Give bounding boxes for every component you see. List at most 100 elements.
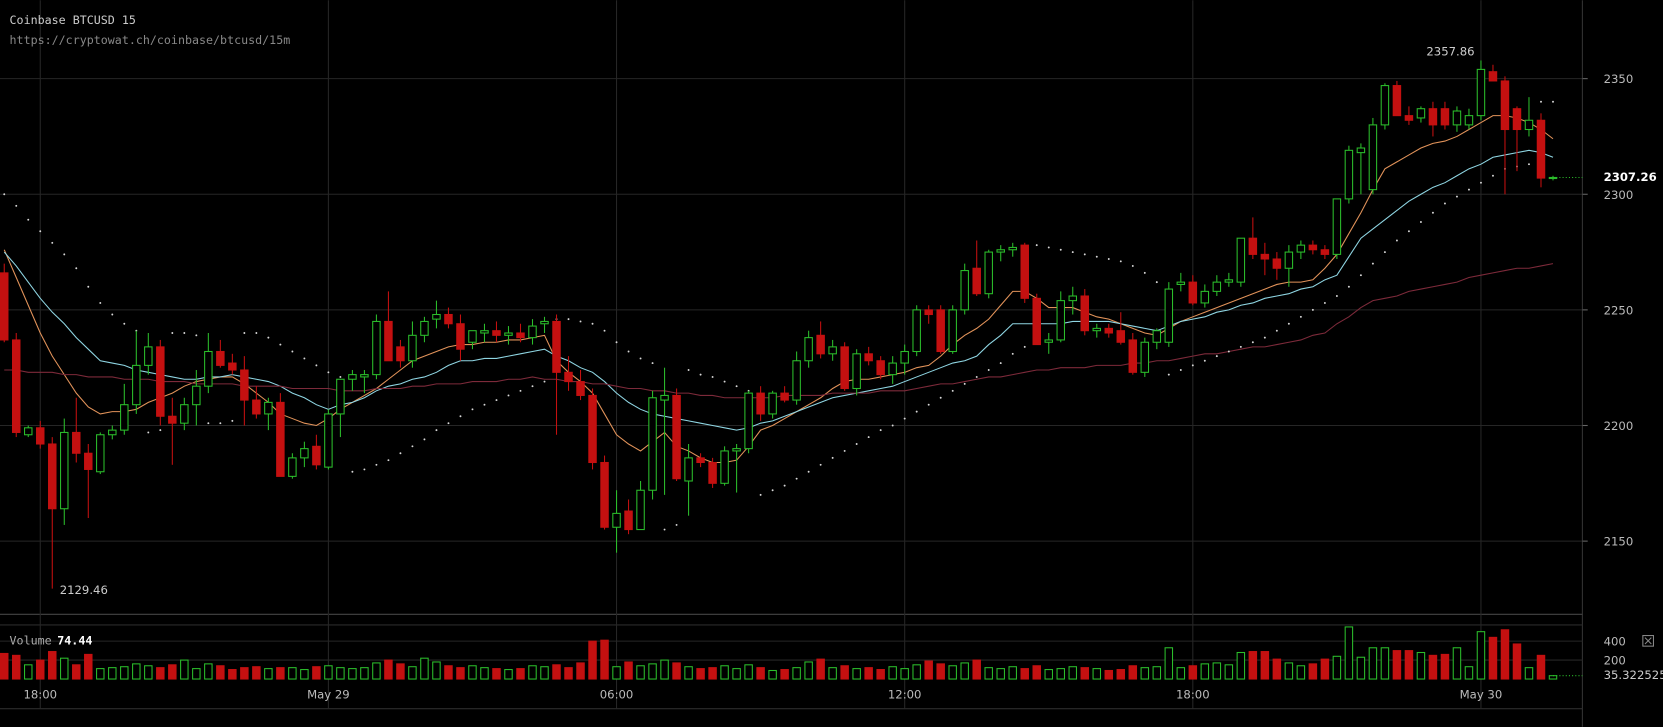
volume-bar <box>36 659 45 680</box>
volume-bar <box>804 661 813 680</box>
sar-dot <box>759 493 762 496</box>
close-box[interactable] <box>1642 635 1654 647</box>
volume-bar <box>984 667 993 680</box>
volume-bar <box>696 668 705 680</box>
last-volume-label: 35.322525 <box>1604 668 1663 682</box>
volume-bar <box>576 662 585 680</box>
volume-bar <box>1536 654 1546 680</box>
sar-dot <box>111 313 114 316</box>
candle-body <box>804 337 813 362</box>
sar-dot <box>1263 336 1266 339</box>
candle-body <box>864 353 873 362</box>
candle-body <box>12 339 21 433</box>
candle-body <box>1056 300 1065 341</box>
volume-bar <box>612 666 621 680</box>
sar-dot <box>363 468 366 471</box>
candle-body <box>792 360 801 401</box>
sar-dot <box>603 329 606 332</box>
volume-bar <box>888 666 897 680</box>
volume-bar <box>144 665 153 680</box>
sar-dot <box>855 443 858 445</box>
candle-body <box>1260 253 1270 260</box>
sar-dot <box>915 410 918 413</box>
volume-bar <box>708 667 717 680</box>
volume-bar <box>420 657 429 680</box>
volume-tick-label: 200 <box>1604 654 1626 668</box>
candle-body <box>120 404 129 431</box>
sar-dot <box>675 523 678 526</box>
volume-bar <box>468 665 477 680</box>
candle-body <box>1500 80 1510 131</box>
volume-bar <box>636 665 645 680</box>
sar-dot <box>951 389 954 392</box>
volume-bar <box>1068 666 1078 680</box>
candle-body <box>264 401 273 415</box>
volume-bar <box>528 665 537 680</box>
candle-body <box>132 364 141 406</box>
sar-dot <box>867 436 870 439</box>
indicator-line <box>3 149 1554 431</box>
volume-bar <box>924 660 933 680</box>
candle-body <box>1236 237 1246 283</box>
x-tick-label: 18:00 <box>1176 687 1210 701</box>
candle-body <box>156 346 165 417</box>
sar-dot <box>1468 188 1470 191</box>
sar-dot <box>891 424 894 427</box>
volume-bar <box>816 658 825 680</box>
close-button[interactable] <box>1642 635 1654 647</box>
volume-bar <box>1332 655 1342 680</box>
candle-body <box>1140 341 1150 373</box>
candle-body <box>1248 237 1258 255</box>
candle-body <box>576 381 585 396</box>
volume-bar <box>156 667 165 680</box>
chart-subtitle: https://cryptowat.ch/coinbase/btcusd/15m <box>10 33 291 47</box>
candle-body <box>696 457 705 464</box>
candle-body <box>108 429 117 436</box>
volume-bar <box>1044 669 1053 680</box>
sar-dot <box>963 382 966 385</box>
volume-bar <box>1056 668 1065 680</box>
candle-body <box>1284 251 1294 269</box>
sar-dot <box>147 431 150 434</box>
candle-body <box>1332 198 1342 255</box>
y-tick-label: 2200 <box>1604 419 1634 433</box>
volume-bar <box>252 666 261 680</box>
sar-dot <box>39 230 42 233</box>
volume-bar <box>768 669 777 680</box>
y-tick-label: 2150 <box>1604 535 1634 549</box>
candle-body <box>48 443 57 510</box>
volume-bar <box>24 664 33 680</box>
volume-bar <box>432 661 441 680</box>
volume-bar <box>828 667 837 680</box>
candle-body <box>1152 330 1162 343</box>
sar-dot <box>579 320 582 323</box>
candle-body <box>1296 244 1306 253</box>
candle-body <box>936 309 945 353</box>
volume-bar <box>120 666 129 680</box>
volume-bar <box>1248 651 1258 680</box>
volume-bar <box>660 659 669 680</box>
candle-body <box>204 350 213 387</box>
candle-body <box>1200 290 1210 304</box>
volume-bar <box>276 667 285 680</box>
candle-body <box>1128 339 1138 373</box>
sar-dot <box>999 362 1002 365</box>
sar-dot <box>627 350 630 353</box>
volume-bar <box>852 668 861 680</box>
volume-bar <box>72 664 81 680</box>
sar-dot <box>1215 355 1218 358</box>
candle-body <box>1188 281 1198 304</box>
candle-body <box>636 489 645 531</box>
candle-body <box>480 330 489 334</box>
candle-body <box>648 397 657 491</box>
sar-dot <box>519 389 522 392</box>
sar-dot <box>51 241 54 244</box>
candle-body <box>348 374 357 380</box>
volume-bar <box>84 653 93 680</box>
sar-dot <box>1347 285 1350 288</box>
volume-bar <box>600 639 609 680</box>
sar-dot <box>591 322 594 325</box>
close-cross[interactable] <box>1644 637 1652 645</box>
